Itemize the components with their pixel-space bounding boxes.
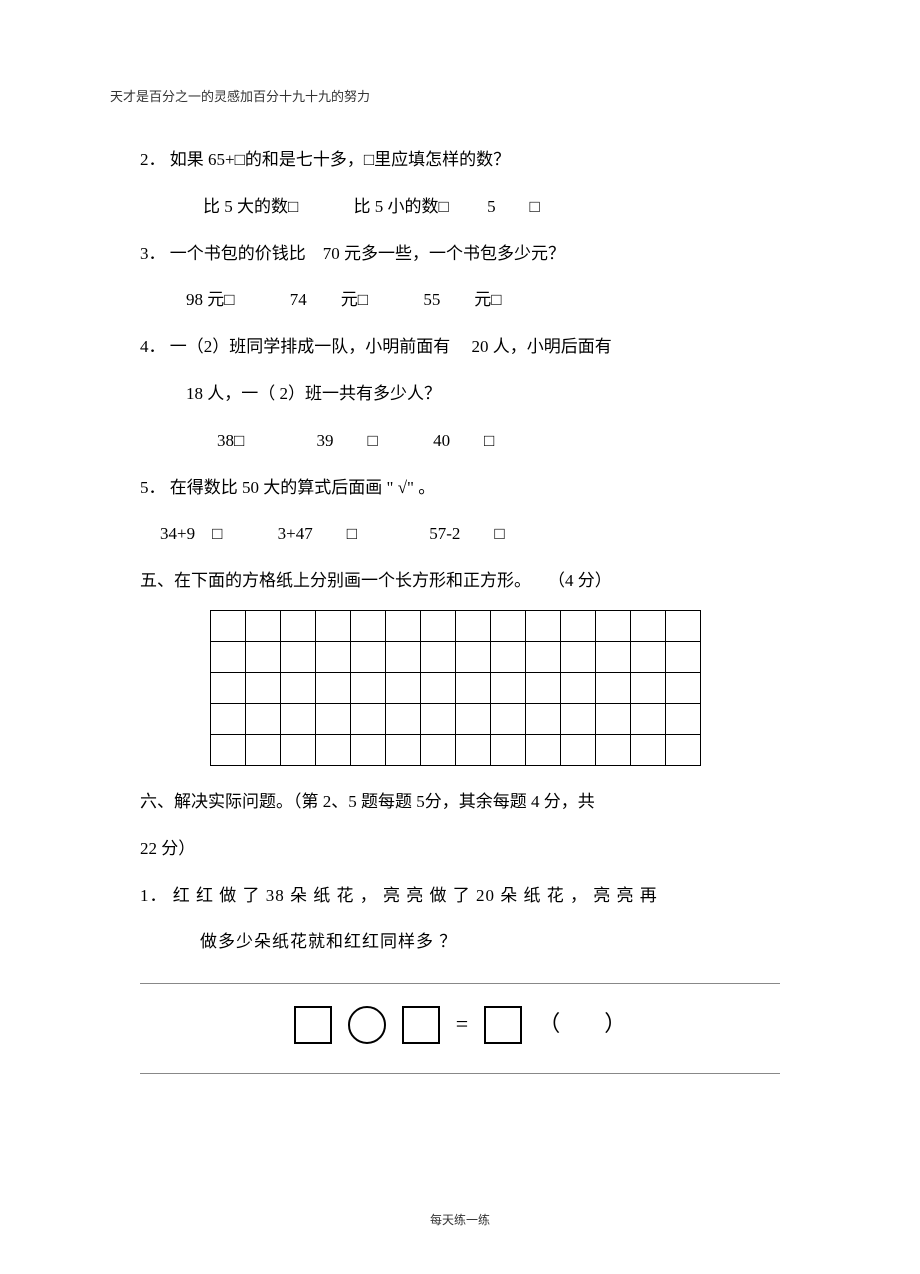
q2-options: 比 5 大的数□ 比 5 小的数□ 5 □ [140, 187, 780, 228]
s5-text: 五、在下面的方格纸上分别画一个长方形和正方形。 （4 分） [140, 571, 612, 590]
q4-opt-a: 38□ [217, 431, 244, 450]
q3-opt-b: 74 元□ [290, 290, 368, 309]
q5-options: 34+9 □ 3+47 □ 57-2 □ [140, 514, 780, 555]
p1-line2-text: 做多少朵纸花就和红红同样多 ？ [200, 932, 457, 951]
s6-text-1: 六、解决实际问题。（第 2、5 题每题 5分，其余每题 4 分，共 [140, 792, 595, 811]
content-body: 2． 如果 65+□的和是七十多，□里应填怎样的数？ 比 5 大的数□ 比 5 … [140, 140, 780, 1074]
q5-number: 5． [140, 478, 166, 497]
grid-table [210, 610, 701, 766]
q4-text-2: 18 人，一（ 2）班一共有多少人？ [186, 384, 441, 403]
question-3: 3． 一个书包的价钱比 70 元多一些，一个书包多少元？ [140, 234, 780, 275]
q3-opt-a: 98 元□ [186, 290, 235, 309]
q5-opt-c: 57-2 □ [429, 524, 504, 543]
q3-text: 一个书包的价钱比 70 元多一些，一个书包多少元？ [170, 244, 565, 263]
problem-1: 1． 红 红 做 了 38 朵 纸 花 ， 亮 亮 做 了 20 朵 纸 花 ，… [140, 876, 780, 917]
p1-line1: 红 红 做 了 38 朵 纸 花 ， 亮 亮 做 了 20 朵 纸 花 ， 亮 … [173, 886, 658, 905]
q4-text-1: 一（2）班同学排成一队，小明前面有 20 人，小明后面有 [170, 337, 612, 356]
section-6-line2: 22 分） [140, 829, 780, 870]
worksheet-page: 天才是百分之一的灵感加百分十九十九的努力 2． 如果 65+□的和是七十多，□里… [0, 0, 920, 1274]
q4-number: 4． [140, 337, 166, 356]
q5-opt-a: 34+9 □ [160, 524, 222, 543]
grid-paper [210, 610, 780, 766]
q4-line2: 18 人，一（ 2）班一共有多少人？ [140, 374, 780, 415]
p1-number: 1． [140, 886, 168, 905]
result-box [484, 1006, 522, 1044]
q2-opt-a: 比 5 大的数□ [203, 197, 298, 216]
q3-number: 3． [140, 244, 166, 263]
q2-text: 如果 65+□的和是七十多，□里应填怎样的数？ [170, 150, 510, 169]
problem-1-line2: 做多少朵纸花就和红红同样多 ？ [140, 922, 780, 963]
q5-opt-b: 3+47 □ [278, 524, 357, 543]
equals-sign: = [456, 998, 468, 1051]
header-quote: 天才是百分之一的灵感加百分十九十九的努力 [110, 86, 370, 105]
equation: = （ ） [294, 998, 626, 1051]
question-4: 4． 一（2）班同学排成一队，小明前面有 20 人，小明后面有 [140, 327, 780, 368]
q4-opt-c: 40 □ [433, 431, 494, 450]
unit-paren: （ ） [538, 998, 626, 1051]
q3-options: 98 元□ 74 元□ 55 元□ [140, 280, 780, 321]
q4-opt-b: 39 □ [317, 431, 378, 450]
footer-note: 每天练一练 [0, 1211, 920, 1228]
section-5: 五、在下面的方格纸上分别画一个长方形和正方形。 （4 分） [140, 561, 780, 602]
q3-opt-c: 55 元□ [423, 290, 501, 309]
q2-opt-c: 5 □ [487, 197, 540, 216]
operand-box-2 [402, 1006, 440, 1044]
equation-row: = （ ） [140, 983, 780, 1074]
s6-text-2: 22 分） [140, 839, 195, 858]
question-2: 2． 如果 65+□的和是七十多，□里应填怎样的数？ [140, 140, 780, 181]
q4-options: 38□ 39 □ 40 □ [140, 421, 780, 462]
operator-circle [348, 1006, 386, 1044]
section-6-line1: 六、解决实际问题。（第 2、5 题每题 5分，其余每题 4 分，共 [140, 782, 780, 823]
q2-number: 2． [140, 150, 166, 169]
q5-text: 在得数比 50 大的算式后面画 " √" 。 [170, 478, 435, 497]
q2-opt-b: 比 5 小的数□ [354, 197, 449, 216]
operand-box-1 [294, 1006, 332, 1044]
question-5: 5． 在得数比 50 大的算式后面画 " √" 。 [140, 468, 780, 509]
